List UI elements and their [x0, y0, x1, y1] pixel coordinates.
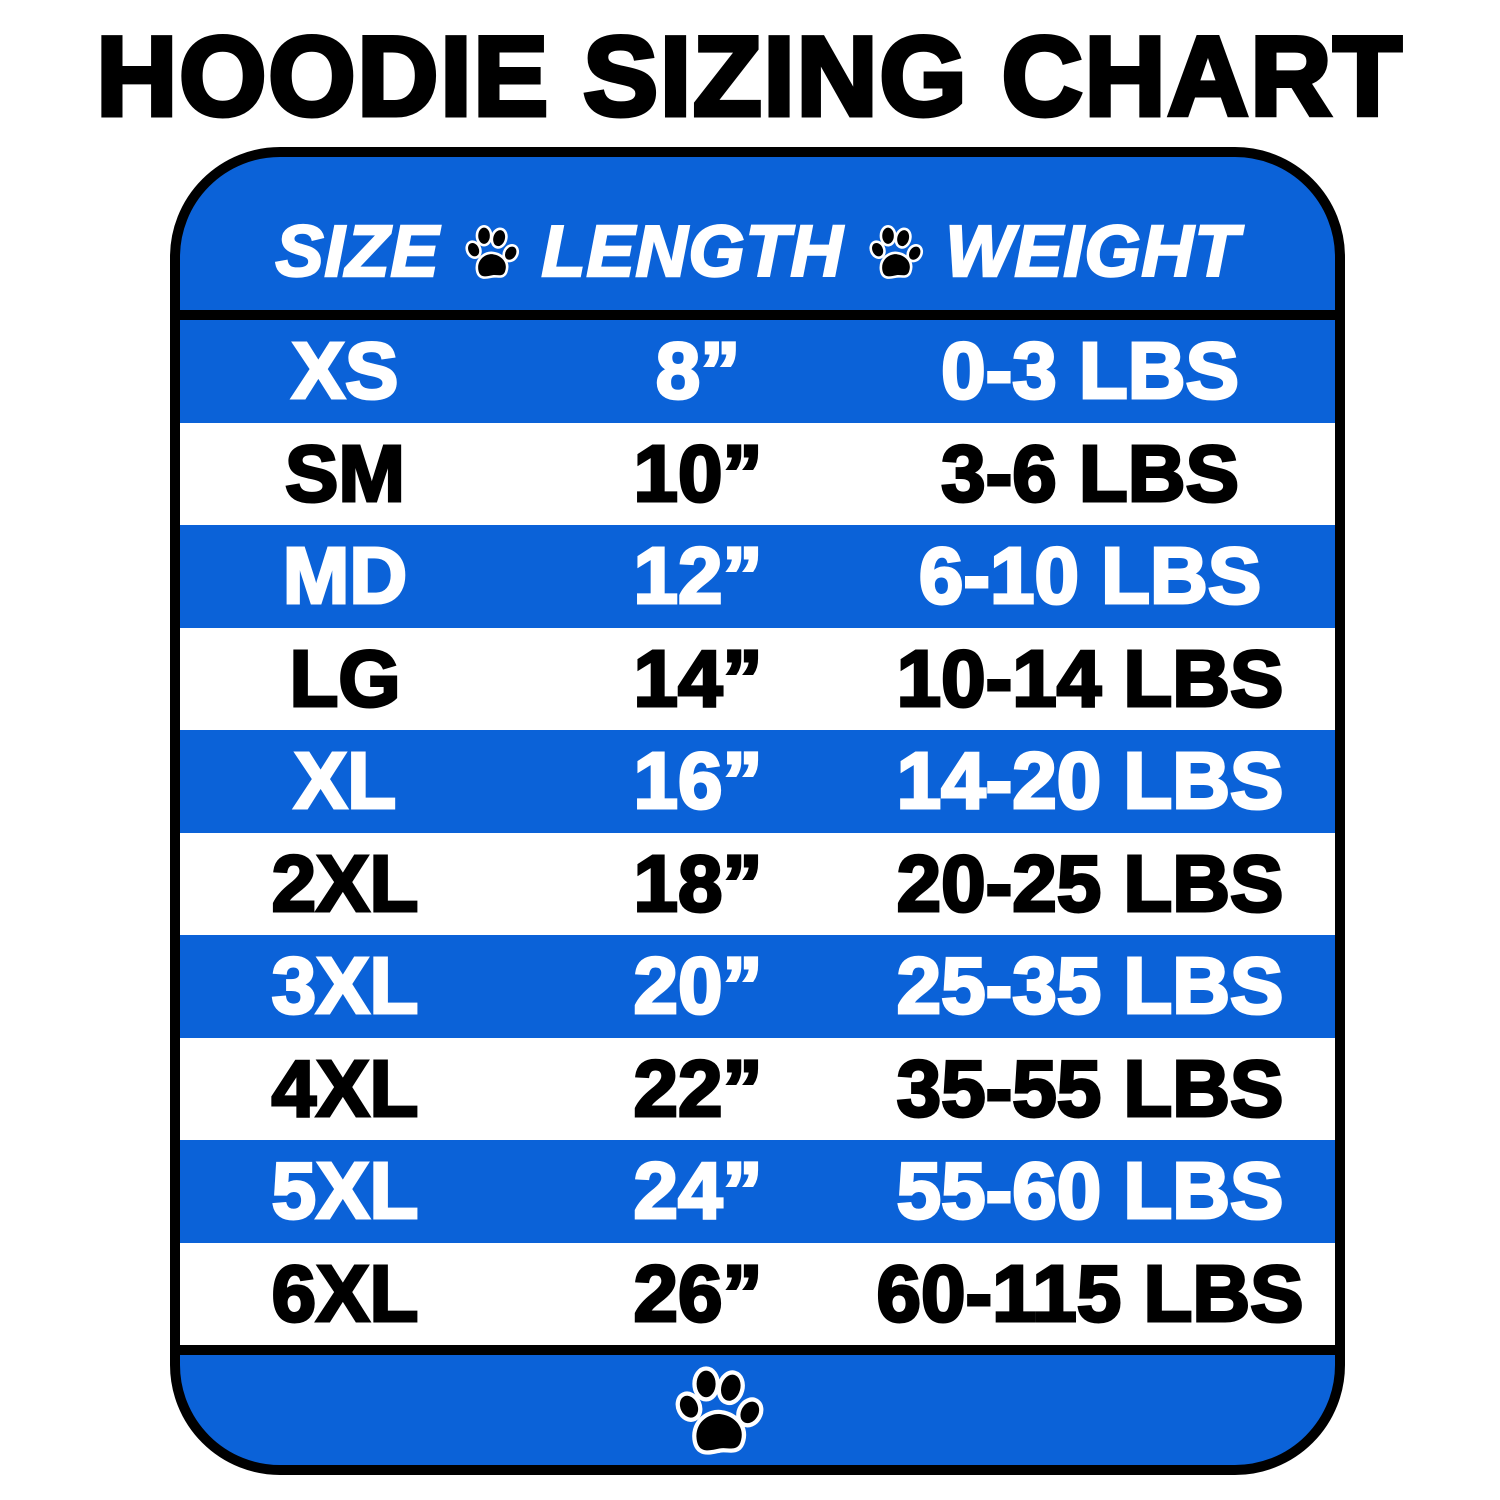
table-footer	[180, 1355, 1335, 1465]
cell-length: 20”	[632, 940, 764, 1032]
header-weight: WEIGHT	[944, 210, 1240, 293]
table-row: 6XL 26” 60-115 LBS	[180, 1242, 1335, 1345]
paw-print-icon	[866, 223, 924, 281]
cell-size: SM	[284, 427, 407, 519]
cell-length: 18”	[632, 837, 764, 929]
cell-length: 22”	[632, 1042, 764, 1134]
table-row: 5XL 24” 55-60 LBS	[180, 1140, 1335, 1243]
cell-size: LG	[288, 632, 402, 724]
cell-weight: 60-115 LBS	[875, 1247, 1305, 1339]
paw-print-icon	[670, 1363, 765, 1458]
cell-weight: 14-20 LBS	[895, 735, 1285, 827]
table-body: XS 8” 0-3 LBS SM 10” 3-6 LBS MD 12” 6-10 LBS LG 14…	[180, 320, 1335, 1345]
cell-weight: 6-10 LBS	[917, 530, 1262, 622]
cell-weight: 10-14 LBS	[895, 632, 1285, 724]
cell-length: 24”	[632, 1145, 764, 1237]
cell-length: 8”	[654, 325, 741, 417]
cell-length: 14”	[632, 632, 764, 724]
table-header: SIZE LENGTH WEIGHT	[180, 157, 1335, 310]
cell-length: 12”	[632, 530, 764, 622]
page-title: HOODIE SIZING CHART	[94, 12, 1404, 142]
cell-size: 3XL	[270, 940, 420, 1032]
header-length: LENGTH	[540, 210, 844, 293]
cell-size: XL	[292, 735, 397, 827]
cell-size: 4XL	[270, 1042, 420, 1134]
cell-weight: 25-35 LBS	[895, 940, 1285, 1032]
divider	[180, 1345, 1335, 1355]
cell-size: XS	[290, 325, 400, 417]
cell-size: 5XL	[270, 1145, 420, 1237]
cell-weight: 35-55 LBS	[895, 1042, 1285, 1134]
cell-weight: 0-3 LBS	[940, 325, 1241, 417]
cell-size: MD	[281, 530, 408, 622]
cell-length: 26”	[632, 1247, 764, 1339]
cell-weight: 3-6 LBS	[940, 427, 1241, 519]
sizing-table: SIZE LENGTH WEIGHT XS 8” 0-3 LBS SM 10” 3-6 L…	[170, 147, 1345, 1475]
table-row: 4XL 22” 35-55 LBS	[180, 1037, 1335, 1140]
paw-print-icon	[462, 223, 520, 281]
cell-size: 6XL	[270, 1247, 420, 1339]
cell-weight: 20-25 LBS	[895, 837, 1285, 929]
table-row: MD 12” 6-10 LBS	[180, 525, 1335, 628]
table-row: XS 8” 0-3 LBS	[180, 320, 1335, 423]
table-row: 3XL 20” 25-35 LBS	[180, 935, 1335, 1038]
divider	[180, 310, 1335, 320]
header-size: SIZE	[274, 210, 440, 293]
table-row: 2XL 18” 20-25 LBS	[180, 832, 1335, 935]
table-row: SM 10” 3-6 LBS	[180, 422, 1335, 525]
cell-length: 10”	[632, 427, 764, 519]
table-row: XL 16” 14-20 LBS	[180, 730, 1335, 833]
cell-length: 16”	[632, 735, 764, 827]
table-row: LG 14” 10-14 LBS	[180, 627, 1335, 730]
cell-size: 2XL	[270, 837, 420, 929]
cell-weight: 55-60 LBS	[895, 1145, 1285, 1237]
